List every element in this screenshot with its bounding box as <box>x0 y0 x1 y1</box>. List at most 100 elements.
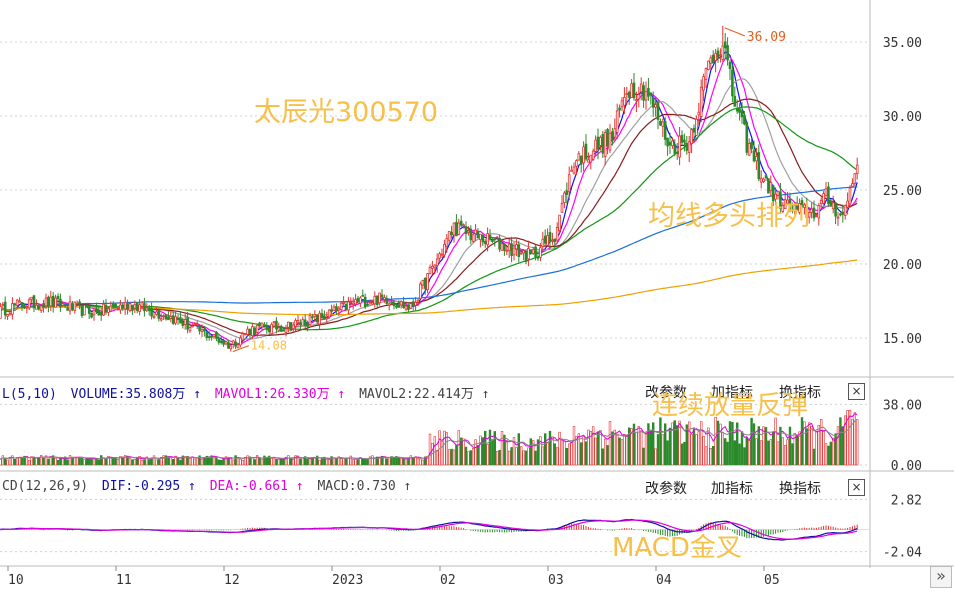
candle-body <box>671 140 674 147</box>
macd-switch-indicator-button[interactable]: 换指标 <box>779 481 821 497</box>
volume-bar <box>267 455 271 466</box>
candle-body <box>661 121 665 127</box>
volume-bar <box>810 426 813 466</box>
volume-bar <box>54 458 57 466</box>
candle-body <box>289 322 293 331</box>
macd-modify-params-button[interactable]: 改参数 <box>645 481 687 497</box>
volume-bar <box>654 448 657 466</box>
volume-bar <box>107 455 110 466</box>
volume-add-indicator-button[interactable]: 加指标 <box>711 385 753 401</box>
volume-bar <box>90 459 93 466</box>
candle-body <box>203 329 206 332</box>
candle-body <box>423 277 427 289</box>
volume-bar <box>738 443 741 466</box>
candle-body <box>812 207 816 219</box>
price-tick-label: 35.00 <box>883 36 922 51</box>
candle-body <box>683 139 686 142</box>
volume-modify-params-button[interactable]: 改参数 <box>645 385 687 401</box>
volume-bar <box>848 409 852 466</box>
volume-bar <box>361 458 364 466</box>
candle-body <box>822 193 825 204</box>
volume-bar <box>339 458 343 466</box>
volume-close-button[interactable]: × <box>848 383 865 400</box>
candle-body <box>363 296 367 308</box>
volume-bar <box>584 441 588 466</box>
macd-close-button[interactable]: × <box>848 479 865 496</box>
volume-bar <box>112 457 115 466</box>
candle-body <box>83 304 86 316</box>
volume-bar <box>66 459 69 466</box>
candle-body <box>824 188 828 196</box>
candle-body <box>752 150 756 162</box>
candle-body <box>656 101 660 120</box>
volume-value: VOLUME:35.808万 <box>70 387 186 402</box>
candle-body <box>78 301 81 305</box>
candle-body <box>596 136 600 150</box>
volume-bar <box>807 422 811 466</box>
macd-add-indicator-button[interactable]: 加指标 <box>711 481 753 497</box>
candle-body <box>541 238 545 247</box>
volume-bar <box>661 434 665 466</box>
candle-body <box>258 322 261 326</box>
candle-body <box>644 91 648 101</box>
volume-bar <box>109 457 113 466</box>
candle-body <box>843 205 847 216</box>
candle-body <box>87 306 91 314</box>
candle-body <box>627 91 631 98</box>
candle-body <box>740 110 744 118</box>
candle-body <box>311 316 314 319</box>
volume-bar <box>846 410 849 466</box>
candle-body <box>47 296 50 307</box>
volume-bar <box>397 457 400 466</box>
candle-body <box>368 301 372 304</box>
volume-bar <box>203 458 206 466</box>
volume-bar <box>263 455 266 466</box>
volume-bar <box>104 458 108 466</box>
volume-bar <box>853 412 857 466</box>
candle-body <box>383 297 386 300</box>
volume-bar <box>827 445 830 466</box>
volume-bar <box>531 440 535 466</box>
scroll-right-icon[interactable]: » <box>930 566 952 588</box>
candle-body <box>227 342 230 349</box>
volume-bar <box>608 421 612 466</box>
volume-bar <box>375 456 379 466</box>
candle-body <box>745 121 749 153</box>
volume-bar <box>627 427 631 466</box>
volume-bar <box>71 456 74 466</box>
candle-body <box>599 136 602 146</box>
mavol1-value: MAVOL1:26.330万 <box>214 387 330 402</box>
candle-body <box>488 235 492 240</box>
volume-bar <box>815 431 818 466</box>
volume-bar <box>294 455 297 466</box>
candle-body <box>296 320 300 323</box>
volume-bar <box>697 431 701 466</box>
volume-bar <box>284 456 288 466</box>
candle-body <box>181 321 185 326</box>
volume-bar <box>675 425 679 466</box>
candle-body <box>810 208 813 213</box>
volume-bar <box>64 456 67 466</box>
candle-body <box>306 323 309 327</box>
volume-switch-indicator-button[interactable]: 换指标 <box>779 385 821 401</box>
candle-body <box>155 311 158 315</box>
volume-bar <box>709 448 713 466</box>
candle-body <box>452 222 456 236</box>
candle-body <box>231 340 235 345</box>
volume-bar <box>78 457 81 466</box>
volume-bar <box>299 458 302 466</box>
candle-body <box>795 203 799 211</box>
candle-body <box>251 326 254 337</box>
candle-body <box>356 297 360 302</box>
volume-bar <box>471 448 475 466</box>
volume-bar <box>555 447 559 466</box>
candle-body <box>764 175 768 178</box>
candle-body <box>159 318 163 321</box>
candle-body <box>210 335 213 338</box>
candle-body <box>351 302 355 305</box>
volume-bar <box>100 455 103 466</box>
volume-bar <box>651 422 655 466</box>
price-tick-label: 25.00 <box>883 184 922 199</box>
volume-bar <box>152 455 156 466</box>
